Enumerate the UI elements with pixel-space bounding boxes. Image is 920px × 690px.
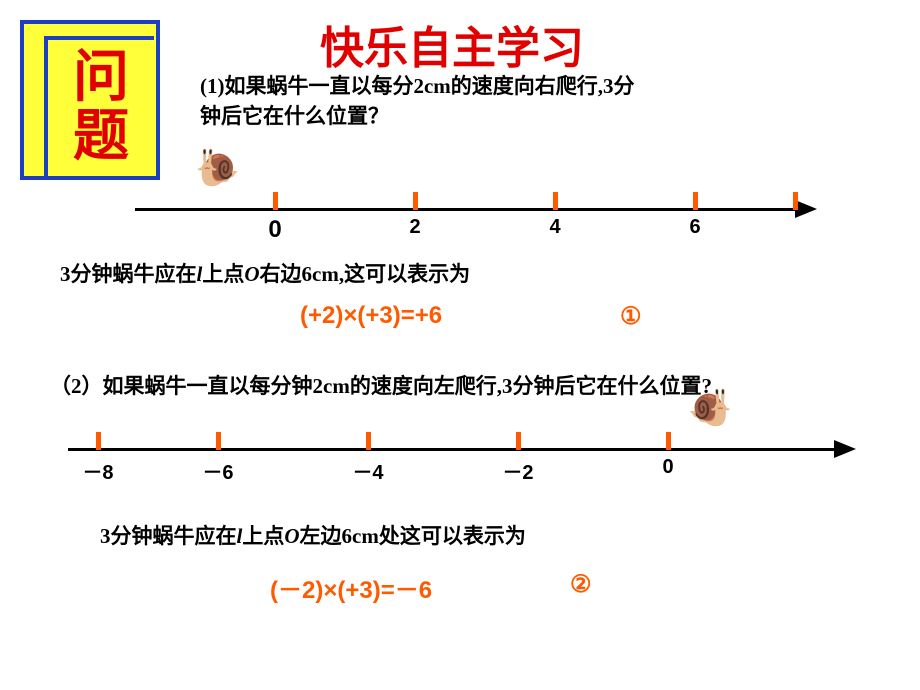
tick — [273, 192, 278, 210]
tick — [366, 432, 371, 450]
snail-icon-2: 🐌 — [688, 390, 733, 426]
tick-label: －6 — [202, 456, 233, 485]
tick-label: 2 — [409, 216, 420, 239]
desc1: 3分钟蜗牛应在l上点O右边6cm,这可以表示为 — [60, 258, 470, 288]
tick-label: 0 — [268, 216, 281, 244]
tick — [793, 192, 798, 210]
page-title: 快乐自主学习 — [320, 12, 584, 76]
badge-char-1: 问 — [73, 49, 129, 108]
tick-label: 6 — [689, 216, 700, 239]
q2-text: （2）如果蜗牛一直以每分钟2cm的速度向左爬行,3分钟后它在什么位置? — [50, 370, 712, 400]
tick-label: －8 — [82, 456, 113, 485]
tick-label: －2 — [502, 456, 533, 485]
question-badge: 问 题 — [20, 20, 160, 180]
snail-icon-1: 🐌 — [195, 150, 240, 186]
tick — [96, 432, 101, 450]
equation-2-marker: ② — [570, 570, 592, 599]
tick — [413, 192, 418, 210]
equation-1-marker: ① — [620, 302, 642, 331]
number-line-1: 🐌 0246 — [135, 190, 815, 230]
tick — [516, 432, 521, 450]
number-line-2: 🐌 －8－6－4－20 — [68, 430, 858, 470]
equation-1: (+2)×(+3)=+6 — [300, 302, 442, 330]
arrow-head-2 — [834, 440, 856, 458]
q1-line2: 钟后它在什么位置？ — [200, 100, 389, 130]
arrow-head-1 — [795, 200, 817, 218]
desc2: 3分钟蜗牛应在l上点O左边6cm处这可以表示为 — [100, 520, 526, 550]
tick — [553, 192, 558, 210]
q1-line1: (1)如果蜗牛一直以每分2cm的速度向右爬行,3分 — [200, 70, 635, 100]
question-badge-inner: 问 题 — [44, 36, 154, 176]
tick — [666, 432, 671, 450]
axis-2 — [68, 448, 834, 451]
badge-char-2: 题 — [73, 108, 129, 167]
tick-label: 4 — [549, 216, 560, 239]
tick — [216, 432, 221, 450]
equation-2: (－2)×(+3)=－6 — [270, 570, 432, 605]
tick-label: －4 — [352, 456, 383, 485]
tick — [693, 192, 698, 210]
tick-label: 0 — [662, 456, 673, 479]
